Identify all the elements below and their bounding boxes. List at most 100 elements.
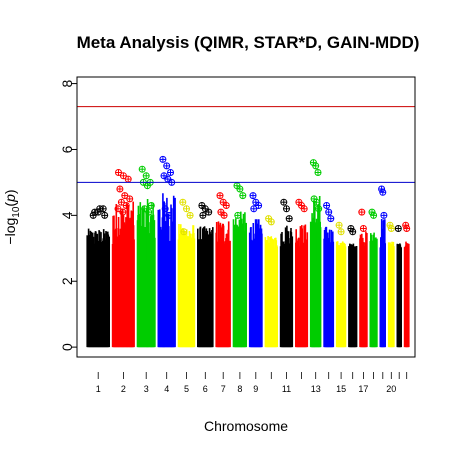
point-mass [404,261,409,348]
chromosome-19-points [378,185,388,348]
chromosome-10-points [264,215,279,348]
point-mass [233,261,247,348]
x-tick-label: 5 [184,384,189,394]
chromosome-15-points [335,221,347,348]
peak-marker [300,205,308,213]
peak-marker [314,169,322,176]
chromosome-7-points [215,192,231,348]
point-mass [295,261,308,348]
peak-marker [236,185,244,193]
point-mass [137,261,156,348]
peak-marker [167,169,174,176]
x-axis-label: Chromosome [204,418,288,434]
point-mass [265,261,278,348]
peak-marker [114,205,122,213]
y-axis-label: −log10(p) [2,189,22,244]
chromosome-8-points [232,182,247,348]
x-tick-label: 15 [336,384,346,394]
peak-marker [249,192,257,200]
point-mass [359,261,368,348]
x-axis: 1 2 3 4 5 6 7 8 9 11 13 15 17 20 [96,372,408,394]
point-mass [280,261,293,348]
chromosome-3-points [136,165,156,348]
peak-marker [220,211,228,219]
peak-marker [101,211,109,219]
peak-marker [124,175,132,183]
peak-marker [179,198,187,206]
chart-title: Meta Analysis (QIMR, STAR*D, GAIN-MDD) [77,33,420,52]
x-tick-label: 3 [144,384,149,394]
peak-marker [126,195,134,203]
peak-marker [379,188,387,196]
peak-marker [359,225,367,232]
point-mass [348,261,357,348]
x-tick-label: 2 [121,384,126,394]
chromosome-20-points [386,221,395,348]
x-tick-label: 20 [386,384,396,394]
chromosome-2-points [111,169,135,348]
x-tick-label: 11 [282,384,291,394]
peak-marker [119,172,127,180]
peak-marker [147,202,155,209]
peak-marker [205,208,213,216]
point-mass [197,261,213,348]
peak-marker [145,208,153,216]
point-mass [370,261,378,348]
chromosome-4-points [157,155,176,348]
peak-marker [142,172,150,180]
peak-marker [121,192,129,200]
peak-marker [312,198,320,206]
peak-marker [285,215,293,223]
x-tick-label: 4 [164,384,169,394]
x-tick-label: 13 [311,384,321,394]
peak-marker [138,165,146,173]
peak-marker [312,162,320,170]
peak-marker [91,208,99,216]
peak-marker [387,225,395,232]
peak-marker [403,225,411,232]
chromosome-1-points [86,205,110,348]
peak-marker [255,202,263,209]
peak-marker [201,205,209,213]
chromosome-21-points [394,225,403,348]
peak-marker [380,211,388,219]
chromosome-6-points [197,202,214,348]
peak-marker [280,198,288,206]
peak-marker [327,215,335,223]
point-mass [112,261,135,348]
point-mass [87,261,110,348]
chromosome-12-points [294,198,309,348]
y-axis-label-neg: −log [2,218,18,245]
point-mass [216,261,231,348]
peak-marker [325,208,333,216]
peak-marker [198,202,206,209]
chromosome-5-points [177,198,196,348]
peak-marker [160,172,168,180]
peak-marker [349,228,357,236]
peak-marker [216,192,224,200]
point-mass [336,261,346,348]
point-mass [310,261,321,348]
y-tick-label: 2 [59,277,75,285]
chromosome-11-points [279,198,294,348]
chromosome-13-points [309,159,323,348]
y-tick-label: 8 [59,79,75,87]
chromosome-18-points [368,208,378,348]
point-mass [323,261,334,348]
peak-marker [161,205,169,213]
chromosome-9-points [248,192,263,348]
peak-marker [283,205,290,213]
x-tick-label: 6 [203,384,208,394]
x-tick-label: 9 [253,384,258,394]
y-axis-label-var: p [2,194,18,203]
peak-marker [116,185,124,193]
peak-marker [267,218,275,226]
peak-marker [199,211,207,219]
peak-marker [165,211,173,219]
peak-marker [234,211,242,219]
chromosome-16-points [347,225,358,348]
peak-marker [141,205,149,213]
peak-marker [164,175,172,183]
x-tick-label: 7 [221,384,226,394]
